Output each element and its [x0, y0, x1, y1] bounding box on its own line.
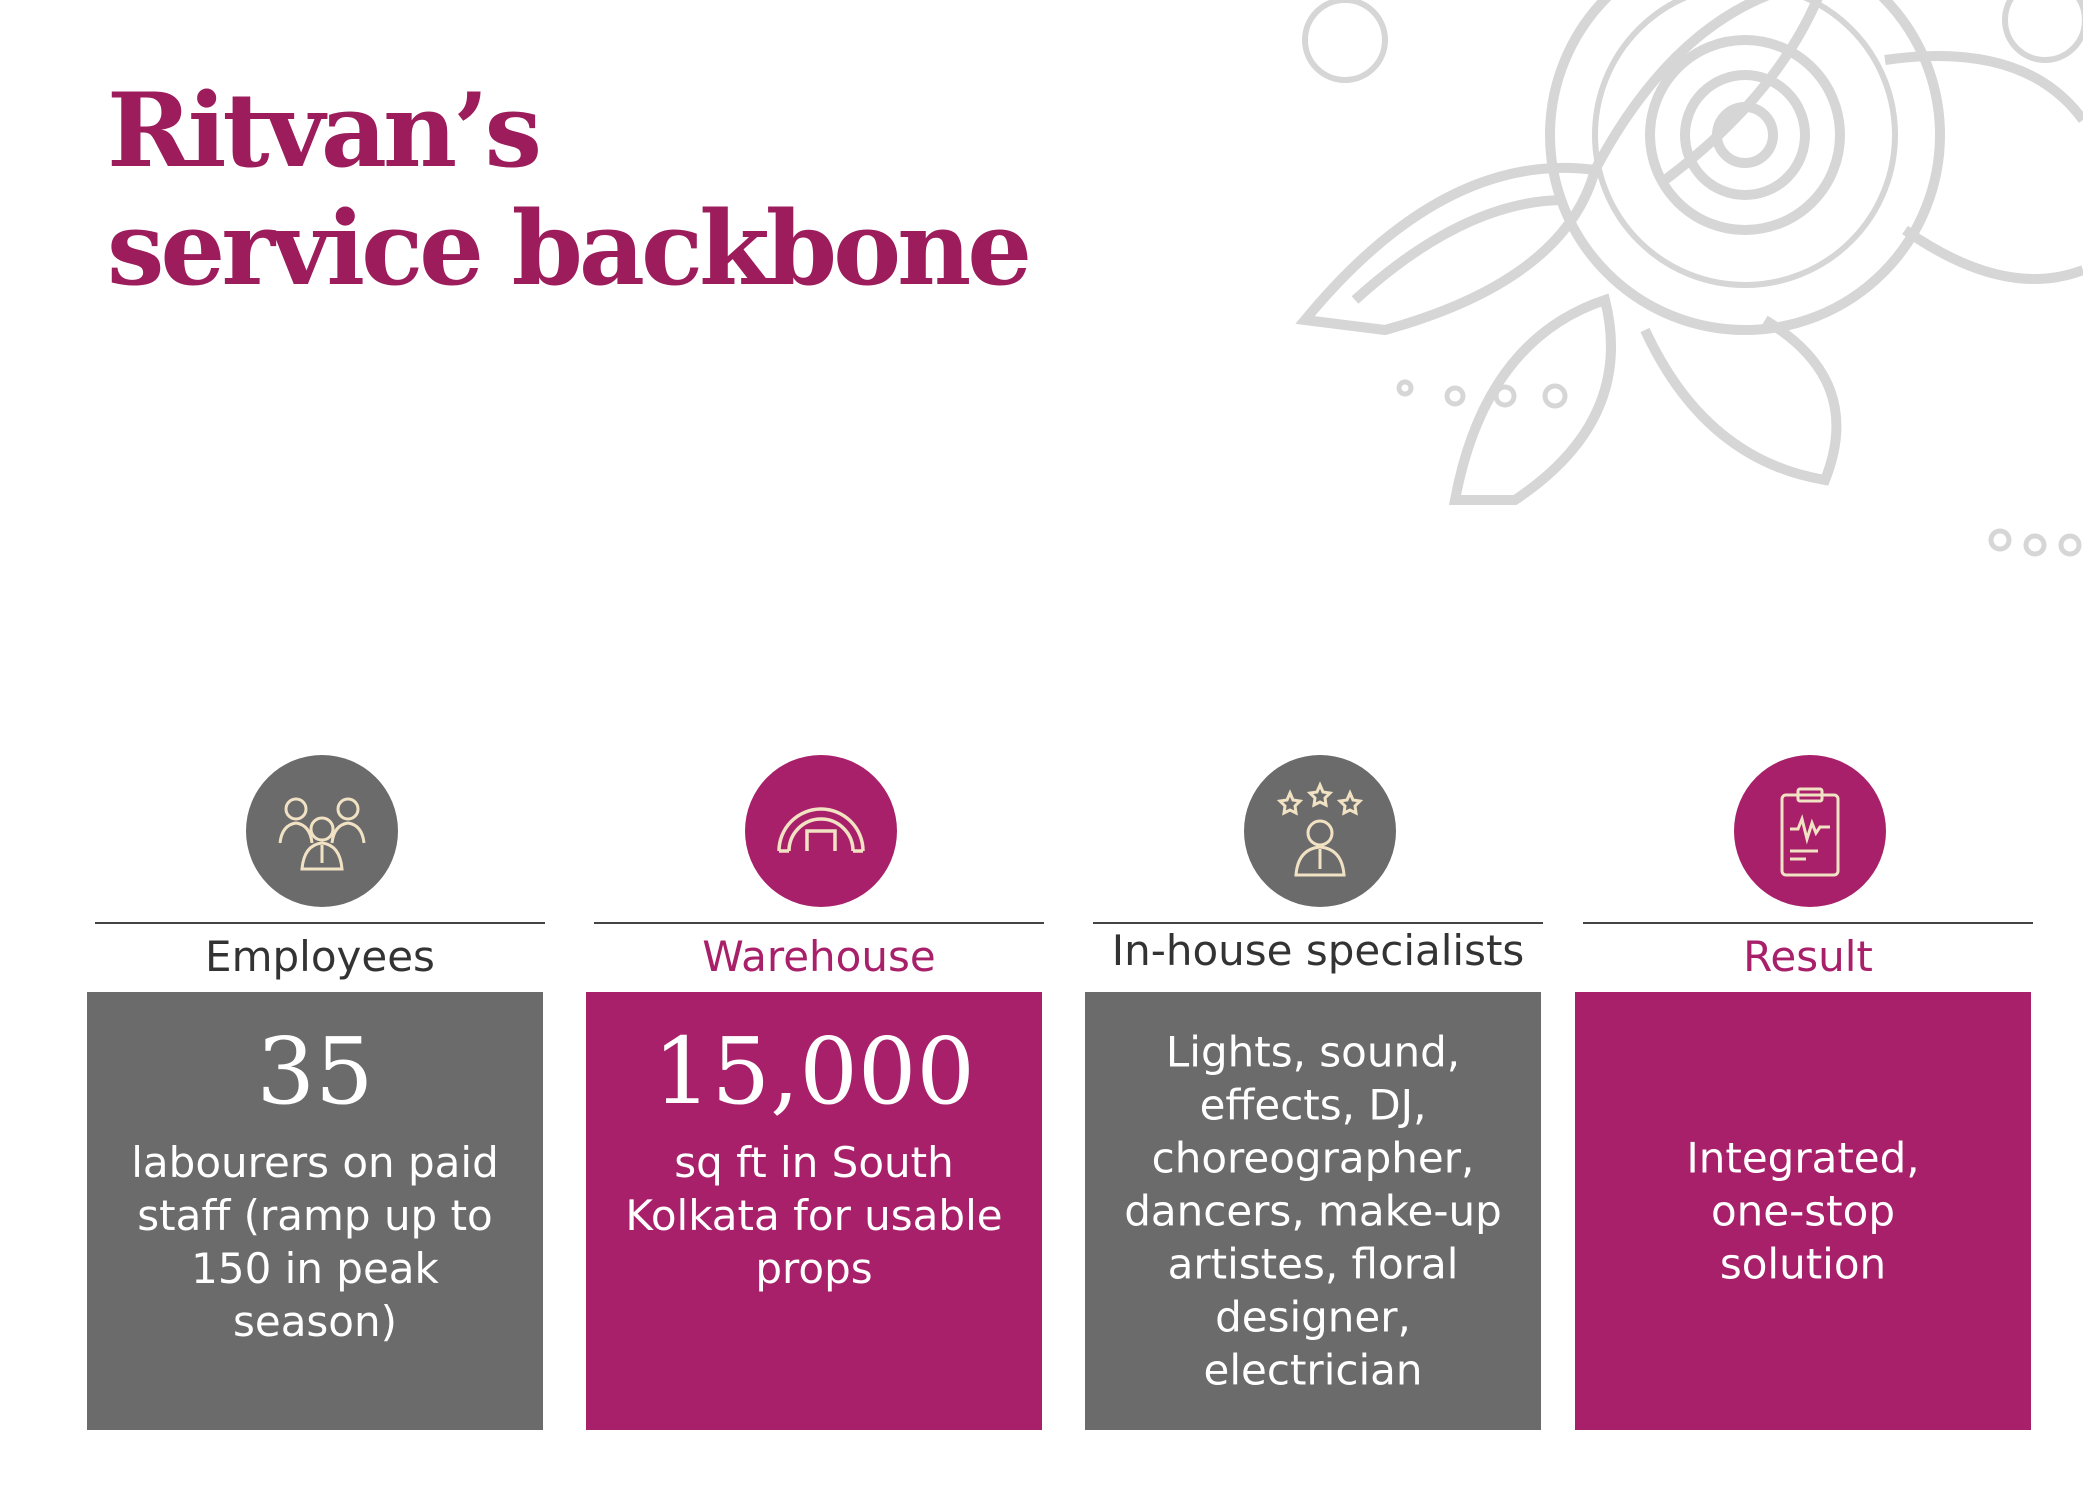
- result-box: Integrated, one-stop solution: [1575, 992, 2031, 1430]
- clipboard-icon: [1734, 755, 1886, 907]
- result-column: Result Integrated, one-stop solution: [1575, 755, 2033, 1430]
- warehouse-box: 15,000 sq ft in South Kolkata for usable…: [586, 992, 1042, 1430]
- title-line-2: service backbone: [107, 189, 1032, 309]
- specialists-box: Lights, sound, effects, DJ, choreographe…: [1085, 992, 1541, 1430]
- title-line-1: Ritvan’s: [107, 71, 542, 191]
- warehouse-column: Warehouse 15,000 sq ft in South Kolkata …: [586, 755, 1044, 1430]
- warehouse-icon: [745, 755, 897, 907]
- employees-column: Employees 35 labourers on paid staff (ra…: [87, 755, 545, 1430]
- column-divider: [1093, 922, 1543, 924]
- column-divider: [1583, 922, 2033, 924]
- column-label: In-house specialists: [1111, 926, 1525, 975]
- result-description: Integrated, one-stop solution: [1686, 1133, 1920, 1289]
- specialist-stars-icon: [1244, 755, 1396, 907]
- employees-count: 35: [256, 1018, 374, 1125]
- column-label: Warehouse: [702, 932, 936, 981]
- employees-box: 35 labourers on paid staff (ramp up to 1…: [87, 992, 543, 1430]
- page-title: Ritvan’s service backbone: [107, 71, 1032, 309]
- mandala-decoration: [1295, 0, 2083, 557]
- specialists-column: In-house specialists Lights, sound, effe…: [1085, 755, 1543, 1430]
- warehouse-description: sq ft in South Kolkata for usable props: [625, 1138, 1003, 1293]
- people-group-icon: [246, 755, 398, 907]
- column-label: Employees: [205, 932, 435, 981]
- column-divider: [594, 922, 1044, 924]
- column-label: Result: [1743, 932, 1873, 981]
- column-divider: [95, 922, 545, 924]
- warehouse-area: 15,000: [653, 1018, 975, 1125]
- specialists-description: Lights, sound, effects, DJ, choreographe…: [1124, 1027, 1502, 1395]
- employees-description: labourers on paid staff (ramp up to 150 …: [131, 1138, 499, 1346]
